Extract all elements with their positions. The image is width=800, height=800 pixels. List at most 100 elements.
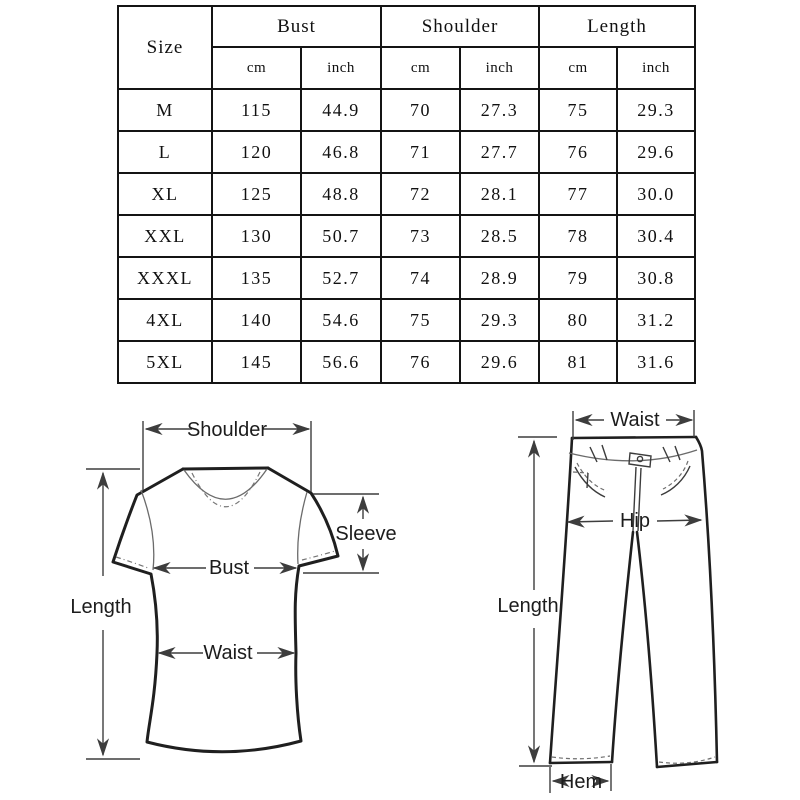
length-inch-cell: 30.8 bbox=[616, 256, 696, 300]
size-row-4xl: 4XL 140 54.6 75 29.3 80 31.2 bbox=[117, 298, 696, 342]
shoulder-inch-unit: inch bbox=[459, 46, 540, 90]
bust-cm-cell: 140 bbox=[211, 298, 302, 342]
size-cell: XXL bbox=[117, 214, 213, 258]
bust-cm-cell: 115 bbox=[211, 88, 302, 132]
length-cm-cell: 77 bbox=[538, 172, 618, 216]
left-hem-stitch bbox=[551, 755, 611, 760]
right-pocket-stitch bbox=[662, 460, 689, 490]
size-row-xxl: XXL 130 50.7 73 28.5 78 30.4 bbox=[117, 214, 696, 258]
length-inch-cell: 30.0 bbox=[616, 172, 696, 216]
length-cm-cell: 81 bbox=[538, 340, 618, 384]
pants-left-outseam bbox=[548, 436, 574, 765]
bust-inch-cell: 46.8 bbox=[300, 130, 382, 174]
pants-waist-label: Waist bbox=[610, 409, 660, 431]
header-bust: Bust bbox=[211, 5, 382, 48]
sleeve-dimension: Sleeve bbox=[303, 493, 397, 574]
left-pocket-stitch bbox=[576, 462, 608, 492]
size-row-5xl: 5XL 145 56.6 76 29.6 81 31.6 bbox=[117, 340, 696, 384]
fly-placket bbox=[628, 452, 652, 468]
size-cell: XXXL bbox=[117, 256, 213, 300]
size-row-l: L 120 46.8 71 27.7 76 29.6 bbox=[117, 130, 696, 174]
length-cm-unit: cm bbox=[538, 46, 618, 90]
hem-dimension: Hem bbox=[549, 764, 612, 793]
shoulder-inch-cell: 28.1 bbox=[459, 172, 540, 216]
arrow-line-right bbox=[656, 514, 703, 527]
pants-length-label: Length bbox=[497, 595, 558, 617]
pants-left-hem bbox=[548, 760, 614, 765]
pants-diagram: Waist Hip Length Hem bbox=[497, 409, 719, 793]
shoulder-cm-cell: 71 bbox=[380, 130, 461, 174]
shoulder-cm-cell: 75 bbox=[380, 298, 461, 342]
shoulder-inch-cell: 29.6 bbox=[459, 340, 540, 384]
coin-pocket-edge bbox=[586, 472, 589, 489]
length-inch-cell: 29.3 bbox=[616, 88, 696, 132]
waist-button bbox=[636, 455, 644, 463]
size-cell: M bbox=[117, 88, 213, 132]
pants-left-inseam bbox=[610, 530, 635, 764]
shoulder-inch-cell: 27.3 bbox=[459, 88, 540, 132]
shoulder-cm-cell: 73 bbox=[380, 214, 461, 258]
header-size: Size bbox=[117, 5, 213, 90]
pants-length-dimension: Length bbox=[497, 436, 559, 767]
shoulder-cm-cell: 76 bbox=[380, 340, 461, 384]
length-inch-cell: 31.2 bbox=[616, 298, 696, 342]
bust-cm-cell: 145 bbox=[211, 340, 302, 384]
pants-right-inseam bbox=[635, 530, 659, 769]
size-row-xxxl: XXXL 135 52.7 74 28.9 79 30.8 bbox=[117, 256, 696, 300]
shoulder-dimension: Shoulder bbox=[142, 419, 312, 492]
shoulder-inch-cell: 27.7 bbox=[459, 130, 540, 174]
shirt-waist-label: Waist bbox=[203, 642, 253, 664]
belt-loop bbox=[589, 444, 608, 463]
hem-label: Hem bbox=[560, 771, 602, 793]
size-row-xl: XL 125 48.8 72 28.1 77 30.0 bbox=[117, 172, 696, 216]
length-inch-cell: 31.6 bbox=[616, 340, 696, 384]
tshirt-left-armhole-seam bbox=[140, 489, 155, 571]
length-cm-cell: 75 bbox=[538, 88, 618, 132]
shoulder-inch-cell: 28.9 bbox=[459, 256, 540, 300]
tshirt-top-edge bbox=[181, 466, 270, 471]
hip-label: Hip bbox=[620, 510, 650, 532]
hip-dimension: Hip bbox=[566, 510, 703, 532]
bust-cm-cell: 130 bbox=[211, 214, 302, 258]
shoulder-inch-cell: 28.5 bbox=[459, 214, 540, 258]
tshirt-left-sleeve-hem-stitch bbox=[115, 556, 149, 569]
coin-pocket-top bbox=[572, 471, 589, 474]
sleeve-label: Sleeve bbox=[335, 523, 396, 545]
pants-right-outseam bbox=[694, 435, 719, 764]
length-inch-unit: inch bbox=[616, 46, 696, 90]
size-table: Size Bust Shoulder Length cm inch cm inc… bbox=[117, 5, 696, 384]
bust-label: Bust bbox=[209, 557, 249, 579]
bust-cm-unit: cm bbox=[211, 46, 302, 90]
bust-cm-cell: 120 bbox=[211, 130, 302, 174]
bust-inch-cell: 44.9 bbox=[300, 88, 382, 132]
waistband-bottom-seam bbox=[568, 449, 698, 462]
shoulder-cm-cell: 70 bbox=[380, 88, 461, 132]
bust-inch-cell: 56.6 bbox=[300, 340, 382, 384]
pants-right-hem bbox=[655, 760, 719, 769]
bust-inch-cell: 52.7 bbox=[300, 256, 382, 300]
right-pocket-curve bbox=[660, 465, 691, 496]
pants-waist-top bbox=[570, 435, 698, 440]
tshirt-neckline-stitch bbox=[191, 471, 261, 508]
right-hem-stitch bbox=[658, 756, 716, 764]
length-cm-cell: 80 bbox=[538, 298, 618, 342]
measurement-diagrams: Shoulder Length Sleeve bbox=[70, 409, 719, 793]
header-shoulder: Shoulder bbox=[380, 5, 540, 48]
length-cm-cell: 78 bbox=[538, 214, 618, 258]
bust-cm-cell: 135 bbox=[211, 256, 302, 300]
shoulder-cm-cell: 74 bbox=[380, 256, 461, 300]
length-inch-cell: 30.4 bbox=[616, 214, 696, 258]
shirt-length-label: Length bbox=[70, 596, 131, 618]
shirt-waist-dimension: Waist bbox=[157, 642, 296, 664]
pants-waist-dimension: Waist bbox=[572, 409, 695, 440]
left-pocket-curve bbox=[574, 466, 606, 498]
tshirt-right-sleeve-hem-stitch bbox=[301, 550, 336, 561]
bust-inch-cell: 50.7 bbox=[300, 214, 382, 258]
bust-cm-cell: 125 bbox=[211, 172, 302, 216]
length-inch-cell: 29.6 bbox=[616, 130, 696, 174]
shoulder-label: Shoulder bbox=[187, 419, 267, 441]
fly-seam bbox=[632, 466, 642, 532]
shirt-length-dimension: Length bbox=[70, 468, 140, 760]
bust-inch-cell: 54.6 bbox=[300, 298, 382, 342]
